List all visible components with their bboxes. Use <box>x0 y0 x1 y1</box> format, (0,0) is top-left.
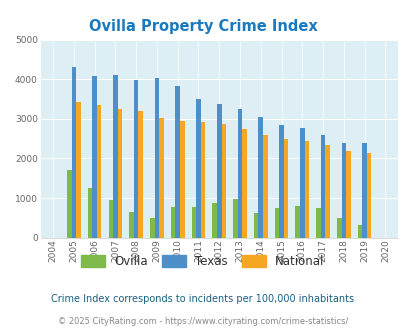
Bar <box>191 207 196 238</box>
Bar <box>113 75 117 238</box>
Bar <box>216 104 221 238</box>
Bar <box>67 170 71 238</box>
Bar <box>221 124 226 238</box>
Bar <box>212 203 216 238</box>
Bar <box>279 125 283 238</box>
Bar <box>76 102 81 238</box>
Bar <box>253 214 258 238</box>
Bar <box>258 117 262 238</box>
Bar <box>366 153 371 238</box>
Bar <box>97 105 101 238</box>
Bar <box>336 218 341 238</box>
Bar <box>304 141 309 238</box>
Bar <box>232 199 237 238</box>
Bar <box>179 121 184 238</box>
Bar <box>159 117 163 238</box>
Bar <box>175 86 179 238</box>
Bar <box>320 135 324 238</box>
Bar <box>357 225 362 238</box>
Bar <box>129 212 134 238</box>
Bar <box>196 99 200 238</box>
Bar <box>295 206 299 238</box>
Bar <box>108 200 113 238</box>
Bar <box>362 143 366 238</box>
Bar <box>71 67 76 238</box>
Bar <box>200 122 205 238</box>
Bar <box>92 76 97 238</box>
Bar <box>299 128 304 238</box>
Bar <box>345 151 350 238</box>
Text: Ovilla Property Crime Index: Ovilla Property Crime Index <box>88 19 317 34</box>
Bar <box>315 208 320 238</box>
Bar <box>154 79 159 238</box>
Text: Crime Index corresponds to incidents per 100,000 inhabitants: Crime Index corresponds to incidents per… <box>51 294 354 304</box>
Bar <box>138 111 143 238</box>
Bar <box>283 139 288 238</box>
Bar <box>87 188 92 238</box>
Bar <box>150 218 154 238</box>
Bar <box>324 145 329 238</box>
Bar <box>274 208 279 238</box>
Legend: Ovilla, Texas, National: Ovilla, Texas, National <box>77 250 328 273</box>
Bar <box>242 129 246 238</box>
Bar <box>117 109 122 238</box>
Text: © 2025 CityRating.com - https://www.cityrating.com/crime-statistics/: © 2025 CityRating.com - https://www.city… <box>58 317 347 326</box>
Bar <box>262 135 267 238</box>
Bar <box>237 109 242 238</box>
Bar <box>134 80 138 238</box>
Bar <box>171 207 175 238</box>
Bar <box>341 143 345 238</box>
